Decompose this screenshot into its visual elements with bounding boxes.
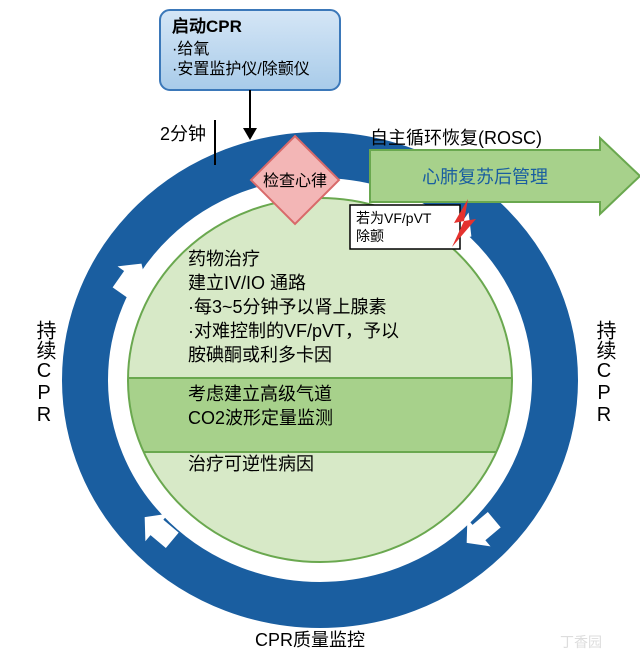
svg-text:建立IV/IO 通路: 建立IV/IO 通路 (188, 273, 306, 293)
svg-text:CO2波形定量监测: CO2波形定量监测 (188, 408, 333, 428)
side-label-left: 持续CPR (30, 320, 59, 426)
svg-text:2分钟: 2分钟 (160, 124, 206, 144)
svg-text:丁香园: 丁香园 (560, 634, 602, 650)
svg-text:·安置监护仪/除颤仪: ·安置监护仪/除颤仪 (172, 60, 310, 78)
arrow-down-icon (243, 128, 257, 140)
svg-text:除颤: 除颤 (356, 228, 384, 244)
svg-text:检查心律: 检查心律 (263, 172, 327, 190)
svg-text:自主循环恢复(ROSC): 自主循环恢复(ROSC) (370, 128, 542, 148)
svg-text:·给氧: ·给氧 (172, 40, 209, 58)
svg-text:若为VF/pVT: 若为VF/pVT (356, 210, 432, 226)
side-label-right: 持续CPR (590, 320, 619, 426)
svg-text:胺碘酮或利多卡因: 胺碘酮或利多卡因 (188, 345, 332, 365)
inner-content-area (128, 198, 512, 562)
svg-text:·每3~5分钟予以肾上腺素: ·每3~5分钟予以肾上腺素 (188, 297, 387, 317)
svg-text:CPR质量监控: CPR质量监控 (255, 630, 365, 650)
svg-text:心肺复苏后管理: 心肺复苏后管理 (422, 167, 548, 187)
svg-text:考虑建立高级气道: 考虑建立高级气道 (188, 384, 332, 404)
svg-text:药物治疗: 药物治疗 (188, 249, 260, 269)
svg-text:启动CPR: 启动CPR (172, 16, 242, 36)
svg-text:·对难控制的VF/pVT，予以: ·对难控制的VF/pVT，予以 (188, 321, 399, 341)
diagram-svg: 药物治疗建立IV/IO 通路 ·每3~5分钟予以肾上腺素 ·对难控制的VF/pVT，… (0, 0, 640, 660)
svg-text:治疗可逆性病因: 治疗可逆性病因 (188, 454, 314, 474)
